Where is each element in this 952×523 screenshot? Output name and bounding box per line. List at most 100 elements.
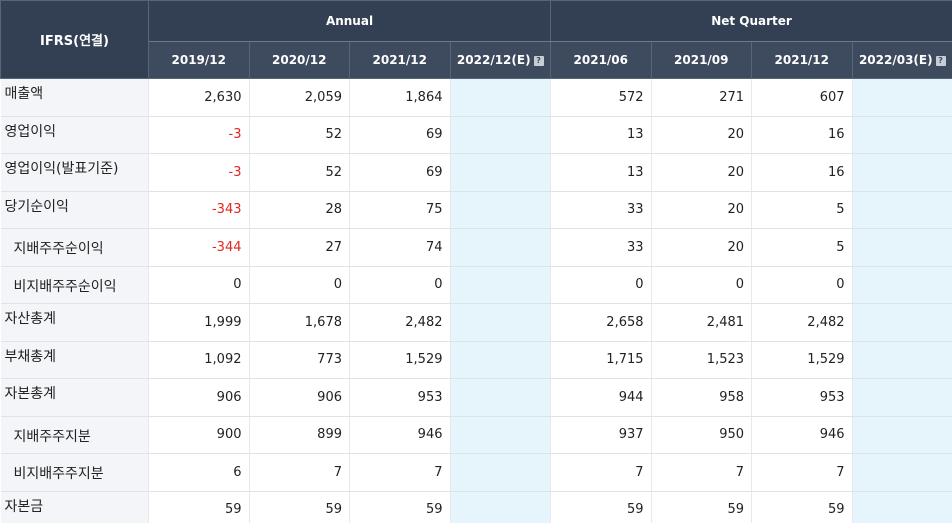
value-cell	[852, 116, 952, 154]
value-cell	[852, 191, 952, 229]
estimate-help-icon[interactable]: ?	[935, 55, 946, 66]
value-cell	[852, 153, 952, 192]
value-cell: 59	[550, 491, 652, 523]
value-cell	[852, 78, 952, 117]
value-cell: 2,658	[550, 303, 652, 342]
value-cell	[450, 303, 552, 342]
value-cell: 1,864	[349, 78, 451, 117]
value-cell: 20	[651, 116, 753, 154]
row-label: 자본총계	[0, 378, 149, 417]
value-cell: 1,715	[550, 341, 652, 379]
value-cell: 59	[148, 491, 250, 523]
value-cell	[852, 266, 952, 304]
value-cell: 0	[651, 266, 753, 304]
value-cell	[852, 378, 952, 417]
table-row: 비지배주주순이익 0 0 0 0 0 0	[0, 266, 952, 304]
value-cell: 946	[349, 416, 451, 454]
net-quarter-header: Net Quarter	[550, 0, 952, 42]
period-header: 2019/12	[148, 41, 250, 79]
row-label: 지배주주순이익	[0, 228, 149, 267]
value-cell: 1,092	[148, 341, 250, 379]
value-cell: 1,529	[349, 341, 451, 379]
value-cell: 773	[249, 341, 350, 379]
value-cell: 27	[249, 228, 350, 267]
value-cell: 74	[349, 228, 451, 267]
value-cell: 69	[349, 153, 451, 192]
value-cell	[450, 491, 552, 523]
period-header: 2021/06	[550, 41, 652, 79]
value-cell	[852, 453, 952, 492]
value-cell	[450, 378, 552, 417]
row-label: 자본금	[0, 491, 149, 523]
value-cell: 13	[550, 153, 652, 192]
annual-header: Annual	[147, 0, 552, 42]
value-cell	[450, 116, 552, 154]
period-header-estimate: 2022/03(E)?	[851, 41, 952, 79]
value-cell: 33	[550, 228, 652, 267]
value-cell	[450, 453, 552, 492]
row-label: 부채총계	[0, 341, 149, 379]
period-header: 2021/12	[751, 41, 853, 79]
table-row: 지배주주순이익 -344 27 74 33 20 5	[0, 228, 952, 267]
value-cell: 20	[651, 191, 753, 229]
value-cell: 59	[349, 491, 451, 523]
value-cell: 6	[148, 453, 250, 492]
table-body: 매출액 2,630 2,059 1,864 572 271 607 영업이익 -3 52 69 13 2…	[0, 78, 952, 523]
value-cell: 572	[550, 78, 652, 117]
row-label: 당기순이익	[0, 191, 149, 229]
value-cell: 958	[651, 378, 753, 417]
table-row: 자산총계 1,999 1,678 2,482 2,658 2,481 2,482	[0, 303, 952, 342]
estimate-help-icon[interactable]: ?	[533, 55, 544, 66]
table-row: 부채총계 1,092 773 1,529 1,715 1,523 1,529	[0, 341, 952, 379]
value-cell	[852, 228, 952, 267]
value-cell: 20	[651, 228, 753, 267]
value-cell: 1,999	[148, 303, 250, 342]
value-cell: 953	[751, 378, 853, 417]
value-cell: 906	[249, 378, 350, 417]
value-cell	[450, 153, 552, 192]
value-cell: 59	[249, 491, 350, 523]
value-cell: 906	[148, 378, 250, 417]
value-cell: 2,059	[249, 78, 350, 117]
table-row: 비지배주주지분 6 7 7 7 7 7	[0, 453, 952, 492]
period-header: 2021/12	[349, 41, 451, 79]
value-cell: 13	[550, 116, 652, 154]
table-row: 지배주주지분 900 899 946 937 950 946	[0, 416, 952, 454]
value-cell: 900	[148, 416, 250, 454]
value-cell	[450, 266, 552, 304]
value-cell: 950	[651, 416, 753, 454]
row-label: 영업이익	[0, 116, 149, 154]
value-cell: 5	[751, 228, 853, 267]
value-cell: 0	[249, 266, 350, 304]
value-cell: 944	[550, 378, 652, 417]
value-cell: 69	[349, 116, 451, 154]
value-cell: 59	[751, 491, 853, 523]
value-cell: 2,481	[651, 303, 753, 342]
value-cell: -344	[148, 228, 250, 267]
table-row: 자본금 59 59 59 59 59 59	[0, 491, 952, 523]
value-cell: 75	[349, 191, 451, 229]
value-cell: 20	[651, 153, 753, 192]
value-cell: -343	[148, 191, 250, 229]
table-row: 자본총계 906 906 953 944 958 953	[0, 378, 952, 417]
value-cell: 0	[148, 266, 250, 304]
value-cell	[852, 491, 952, 523]
period-header: 2020/12	[248, 41, 350, 79]
value-cell: 33	[550, 191, 652, 229]
value-cell: 937	[550, 416, 652, 454]
value-cell: 271	[651, 78, 753, 117]
value-cell: 953	[349, 378, 451, 417]
value-cell	[450, 341, 552, 379]
value-cell: 0	[349, 266, 451, 304]
value-cell: 899	[249, 416, 350, 454]
value-cell: 7	[249, 453, 350, 492]
table-row: 매출액 2,630 2,059 1,864 572 271 607	[0, 78, 952, 117]
value-cell	[450, 78, 552, 117]
value-cell	[852, 416, 952, 454]
value-cell: -3	[148, 153, 250, 192]
value-cell	[450, 416, 552, 454]
value-cell: 2,482	[751, 303, 853, 342]
value-cell: 52	[249, 153, 350, 192]
value-cell: 946	[751, 416, 853, 454]
value-cell	[852, 303, 952, 342]
